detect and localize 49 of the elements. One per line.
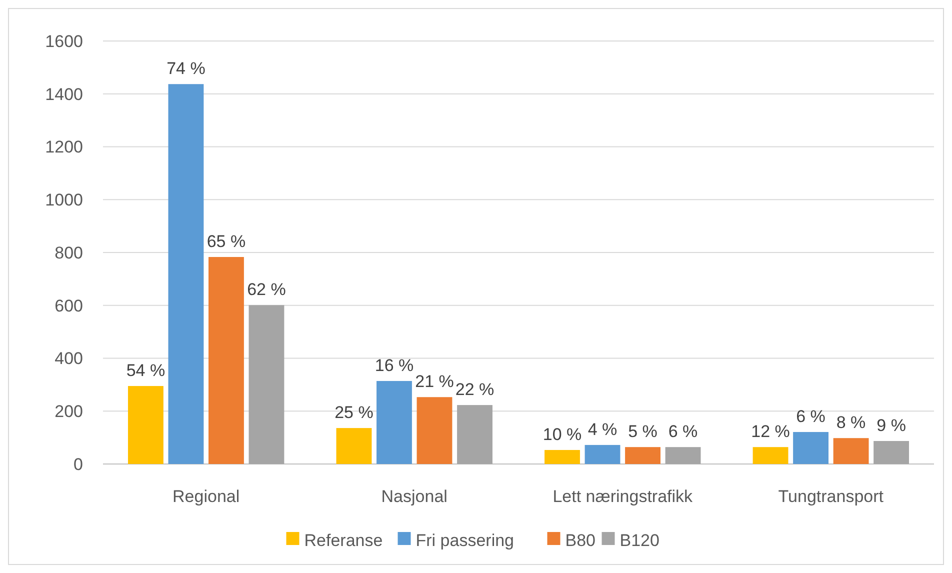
bar xyxy=(752,447,788,464)
y-tick-label: 800 xyxy=(54,243,83,262)
x-tick-label: Nasjonal xyxy=(381,487,448,506)
y-tick-label: 1400 xyxy=(45,84,83,104)
bar xyxy=(336,428,372,464)
x-tick-label: Tungtransport xyxy=(778,487,884,506)
legend-label: B80 xyxy=(565,530,596,550)
y-tick-label: 0 xyxy=(74,454,83,474)
y-tick-label: 1000 xyxy=(45,190,83,210)
annotation: 25 % xyxy=(334,403,374,422)
x-tick-label: Regional xyxy=(172,487,240,506)
bar xyxy=(793,432,828,464)
bar xyxy=(168,84,204,464)
annotation: 21 % xyxy=(415,372,454,392)
bar xyxy=(544,450,580,464)
annotation: 5 % xyxy=(628,422,658,442)
bar xyxy=(833,438,869,464)
bar xyxy=(874,441,910,464)
annotation: 62 % xyxy=(247,280,286,300)
y-tick-label: 1200 xyxy=(45,138,83,157)
bar xyxy=(665,447,701,464)
bar xyxy=(376,380,412,464)
bar xyxy=(208,256,244,464)
y-tick-label: 600 xyxy=(54,296,83,316)
bar xyxy=(416,397,452,464)
bar xyxy=(248,305,284,464)
legend-label: B120 xyxy=(620,530,660,550)
bar xyxy=(457,405,492,464)
annotation: 22 % xyxy=(455,380,494,400)
bar xyxy=(584,444,620,464)
annotation: 65 % xyxy=(206,232,246,251)
bar xyxy=(128,386,164,464)
y-tick-label: 200 xyxy=(54,402,83,422)
annotation: 6 % xyxy=(796,407,826,426)
annotation: 16 % xyxy=(374,356,414,375)
annotation: 8 % xyxy=(836,413,866,432)
annotation: 10 % xyxy=(542,424,582,444)
annotation: 54 % xyxy=(126,361,166,380)
annotation: 74 % xyxy=(166,59,206,78)
legend-label: Fri passering xyxy=(416,530,514,550)
y-tick-label: 1600 xyxy=(45,32,83,51)
bar xyxy=(625,447,660,464)
annotation: 6 % xyxy=(668,422,698,442)
legend-label: Referanse xyxy=(304,530,383,550)
annotation: 9 % xyxy=(876,416,906,435)
annotation: 4 % xyxy=(588,420,618,439)
x-tick-label: Lett næringstrafikk xyxy=(552,487,694,506)
y-tick-label: 400 xyxy=(54,349,83,368)
annotation: 12 % xyxy=(751,422,790,442)
